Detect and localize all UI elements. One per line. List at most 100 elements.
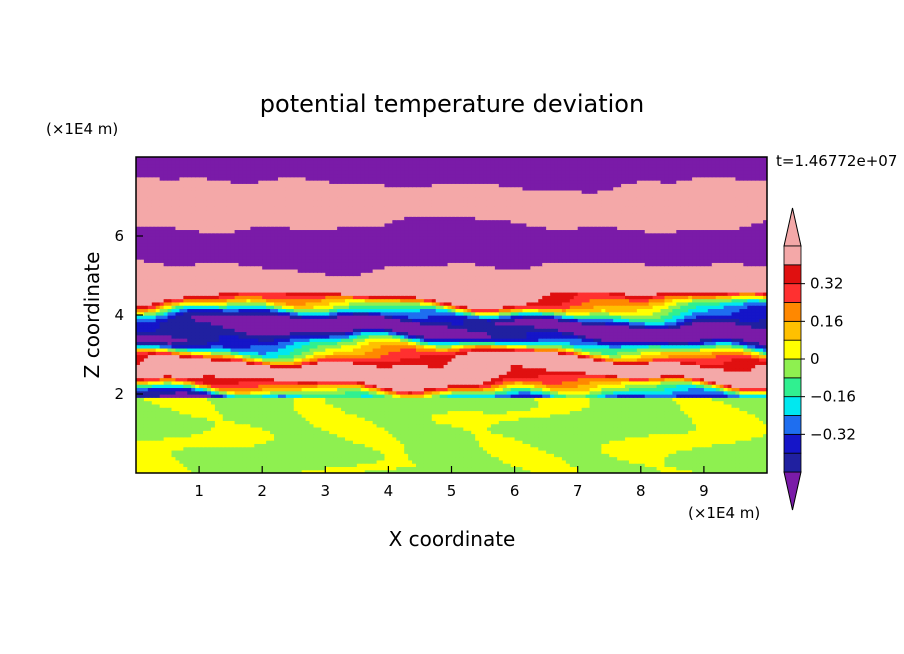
field-cell xyxy=(609,440,614,444)
field-cell xyxy=(483,449,488,454)
field-cell xyxy=(435,426,441,431)
field-cell xyxy=(408,456,413,461)
field-cell xyxy=(372,436,378,441)
field-cell xyxy=(175,420,180,425)
field-cell xyxy=(416,433,421,438)
field-cell xyxy=(715,423,721,428)
field-cell xyxy=(605,459,610,464)
field-cell xyxy=(230,436,236,441)
field-cell xyxy=(467,449,472,454)
field-cell xyxy=(139,453,145,458)
field-cell xyxy=(203,423,208,428)
field-cell xyxy=(680,466,685,471)
field-cell xyxy=(479,466,484,471)
field-cell xyxy=(534,423,539,428)
field-cell xyxy=(589,466,595,471)
field-cell xyxy=(494,456,500,461)
field-cell xyxy=(206,469,212,473)
field-cell xyxy=(585,443,591,448)
field-cell xyxy=(751,420,756,425)
field-cell xyxy=(175,456,180,461)
field-cell xyxy=(589,417,595,421)
field-cell xyxy=(479,459,484,464)
field-cell xyxy=(337,436,342,441)
field-cell xyxy=(471,453,476,458)
field-cell xyxy=(447,459,453,464)
field-cell xyxy=(199,459,204,464)
field-cell xyxy=(605,463,610,468)
field-cell xyxy=(238,436,244,441)
field-cell xyxy=(581,417,587,421)
field-cell xyxy=(707,436,713,441)
field-cell xyxy=(490,433,496,438)
field-cell xyxy=(585,446,591,451)
field-cell xyxy=(613,417,618,421)
field-cell xyxy=(699,443,705,448)
field-cell xyxy=(337,469,342,473)
field-cell xyxy=(589,469,595,473)
field-cell xyxy=(577,449,583,454)
field-cell xyxy=(254,417,259,421)
field-cell xyxy=(688,459,693,464)
field-cell xyxy=(585,420,591,425)
field-cell xyxy=(447,423,453,428)
field-cell xyxy=(739,456,744,461)
field-cell xyxy=(494,443,500,448)
field-cell xyxy=(447,417,453,421)
field-cell xyxy=(617,463,622,468)
field-cell xyxy=(151,433,157,438)
field-cell xyxy=(274,459,279,464)
field-cell xyxy=(246,446,251,451)
field-cell xyxy=(408,446,413,451)
field-cell xyxy=(486,466,492,471)
field-cell xyxy=(325,453,330,458)
field-cell xyxy=(242,469,248,473)
field-cell xyxy=(139,430,145,435)
field-cell xyxy=(514,459,520,464)
field-cell xyxy=(305,466,311,471)
field-cell xyxy=(451,466,457,471)
field-cell xyxy=(246,430,251,435)
field-cell xyxy=(755,436,760,441)
field-cell xyxy=(313,449,319,454)
field-cell xyxy=(356,426,362,431)
field-cell xyxy=(147,436,153,441)
field-cell xyxy=(431,449,437,454)
field-cell xyxy=(427,463,433,468)
field-cell xyxy=(341,469,346,473)
field-cell xyxy=(632,453,638,458)
field-cell xyxy=(262,436,267,441)
field-cell xyxy=(640,453,646,458)
field-cell xyxy=(262,456,267,461)
field-cell xyxy=(281,446,287,451)
field-cell xyxy=(309,426,315,431)
field-cell xyxy=(719,463,725,468)
field-cell xyxy=(301,469,307,473)
field-cell xyxy=(163,436,169,441)
field-cell xyxy=(384,433,389,438)
field-cell xyxy=(372,443,378,448)
field-cell xyxy=(518,466,524,471)
field-cell xyxy=(577,446,583,451)
field-cell xyxy=(696,449,701,454)
field-cell xyxy=(605,443,610,448)
field-cell xyxy=(226,426,232,431)
field-cell xyxy=(625,463,630,468)
field-cell xyxy=(136,430,141,435)
field-cell xyxy=(617,443,622,448)
field-cell xyxy=(490,466,496,471)
field-cell xyxy=(755,459,760,464)
field-cell xyxy=(226,469,232,473)
field-cell xyxy=(581,443,587,448)
field-cell xyxy=(372,453,378,458)
field-cell xyxy=(471,426,476,431)
field-cell xyxy=(625,469,630,473)
field-cell xyxy=(206,423,212,428)
field-cell xyxy=(246,449,251,454)
field-cell xyxy=(755,433,760,438)
field-cell xyxy=(360,453,366,458)
field-cell xyxy=(719,426,725,431)
field-cell xyxy=(743,443,748,448)
field-cell xyxy=(494,453,500,458)
field-cell xyxy=(151,449,157,454)
